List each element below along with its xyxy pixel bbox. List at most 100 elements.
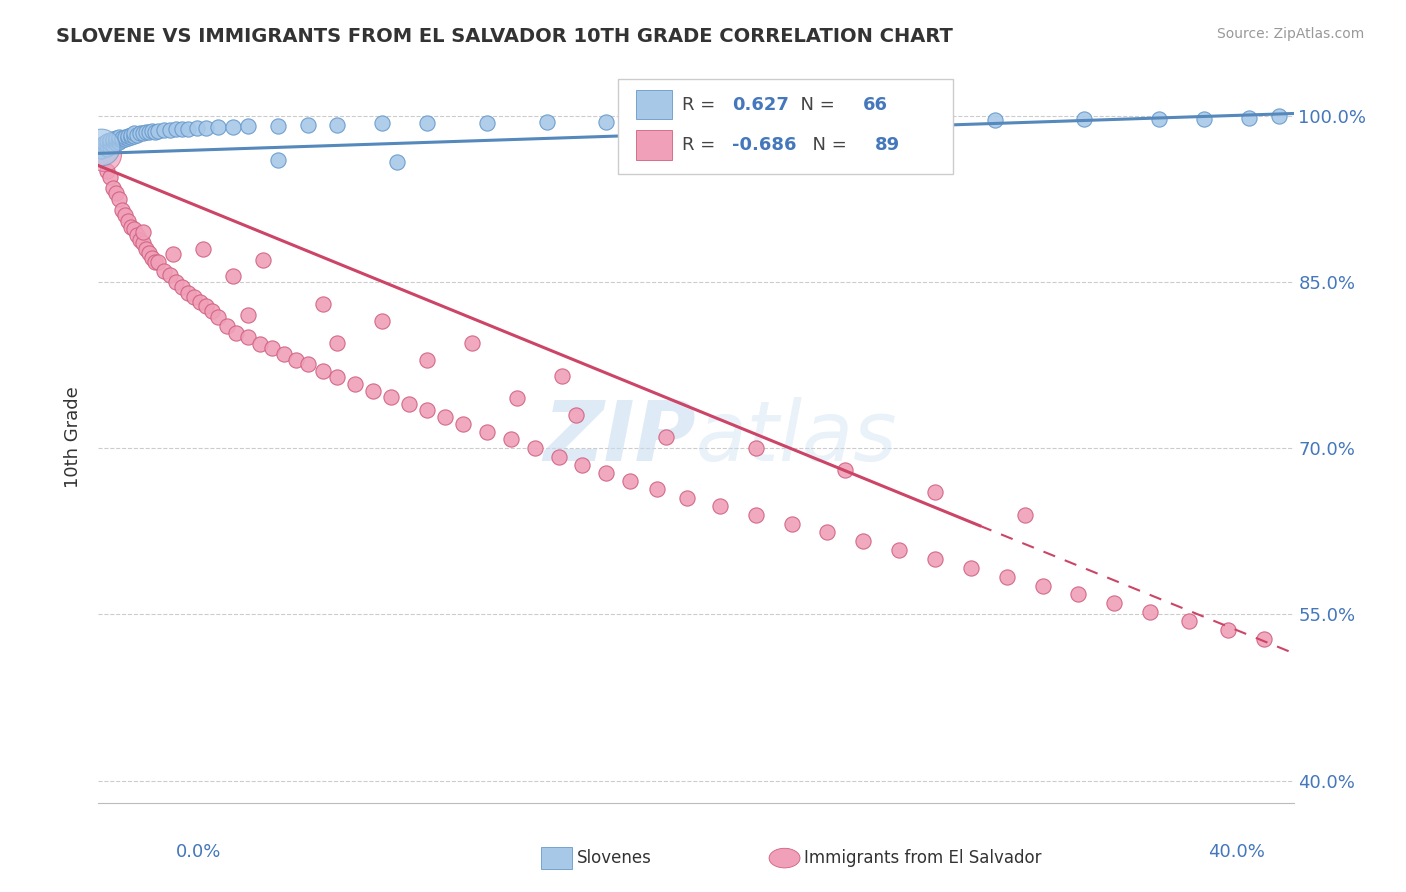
- Text: R =: R =: [682, 136, 721, 154]
- Point: [1104, 596, 1126, 610]
- Point: [207, 310, 229, 325]
- Point: [416, 116, 439, 130]
- Point: [114, 129, 136, 144]
- Point: [709, 499, 731, 513]
- Point: [201, 303, 224, 318]
- Point: [398, 397, 420, 411]
- Point: [565, 408, 588, 422]
- Point: [117, 131, 139, 145]
- Point: [326, 335, 349, 350]
- Point: [645, 482, 668, 496]
- Point: [186, 120, 208, 135]
- Point: [1067, 587, 1090, 601]
- Point: [385, 155, 409, 169]
- Point: [499, 432, 522, 446]
- Point: [105, 131, 128, 145]
- Point: [143, 255, 166, 269]
- Point: [165, 275, 187, 289]
- Point: [105, 133, 128, 147]
- Point: [90, 139, 112, 153]
- Point: [236, 308, 259, 322]
- Point: [111, 133, 134, 147]
- Text: 0.0%: 0.0%: [176, 843, 221, 861]
- Point: [114, 132, 136, 146]
- Point: [108, 136, 131, 150]
- Point: [984, 113, 1007, 128]
- Point: [745, 508, 768, 522]
- Point: [284, 352, 307, 367]
- Point: [98, 139, 122, 153]
- Point: [273, 347, 295, 361]
- Point: [153, 123, 176, 137]
- Point: [132, 225, 155, 239]
- Point: [222, 269, 245, 284]
- Point: [103, 137, 125, 152]
- Point: [924, 552, 946, 566]
- Point: [371, 116, 394, 130]
- Point: [162, 247, 184, 261]
- Text: N =: N =: [801, 136, 852, 154]
- Point: [124, 128, 146, 143]
- Point: [124, 221, 146, 235]
- FancyBboxPatch shape: [637, 90, 672, 120]
- Point: [132, 127, 155, 141]
- Point: [236, 330, 259, 344]
- Point: [98, 169, 122, 184]
- Point: [676, 491, 699, 505]
- FancyBboxPatch shape: [619, 78, 953, 174]
- Point: [595, 466, 617, 480]
- Point: [434, 410, 457, 425]
- Text: 89: 89: [876, 136, 900, 154]
- Point: [225, 326, 247, 340]
- Point: [344, 376, 367, 391]
- Point: [536, 115, 558, 129]
- Point: [297, 118, 319, 132]
- Point: [267, 119, 290, 133]
- Text: Slovenes: Slovenes: [576, 849, 651, 867]
- Point: [475, 116, 498, 130]
- Point: [165, 122, 187, 136]
- Point: [655, 114, 678, 128]
- Point: [995, 570, 1018, 584]
- Point: [1139, 605, 1161, 619]
- Point: [1267, 109, 1289, 123]
- Point: [117, 214, 139, 228]
- FancyBboxPatch shape: [637, 130, 672, 160]
- Point: [260, 342, 283, 356]
- Point: [105, 136, 128, 151]
- Point: [326, 370, 349, 384]
- Point: [380, 390, 402, 404]
- Text: 66: 66: [863, 95, 889, 113]
- Point: [105, 186, 128, 201]
- Text: R =: R =: [682, 95, 721, 113]
- Point: [191, 242, 214, 256]
- Point: [550, 369, 572, 384]
- Point: [108, 132, 131, 146]
- Point: [960, 561, 983, 575]
- Point: [188, 294, 211, 309]
- Point: [195, 120, 218, 135]
- Point: [153, 264, 176, 278]
- Point: [127, 128, 149, 142]
- Point: [96, 164, 118, 178]
- Point: [1237, 111, 1260, 125]
- Point: [135, 242, 157, 256]
- Point: [1192, 112, 1215, 126]
- Point: [655, 430, 678, 444]
- Point: [127, 228, 149, 243]
- Point: [326, 118, 349, 132]
- Point: [120, 219, 142, 234]
- Point: [103, 132, 125, 146]
- Point: [111, 131, 134, 145]
- Point: [93, 147, 115, 161]
- Point: [183, 290, 205, 304]
- Point: [93, 136, 115, 151]
- Point: [416, 403, 439, 417]
- Point: [93, 139, 115, 153]
- Point: [547, 450, 569, 464]
- Point: [143, 125, 166, 139]
- Point: [363, 384, 385, 398]
- Point: [124, 127, 146, 141]
- Point: [135, 125, 157, 139]
- Point: [222, 120, 245, 134]
